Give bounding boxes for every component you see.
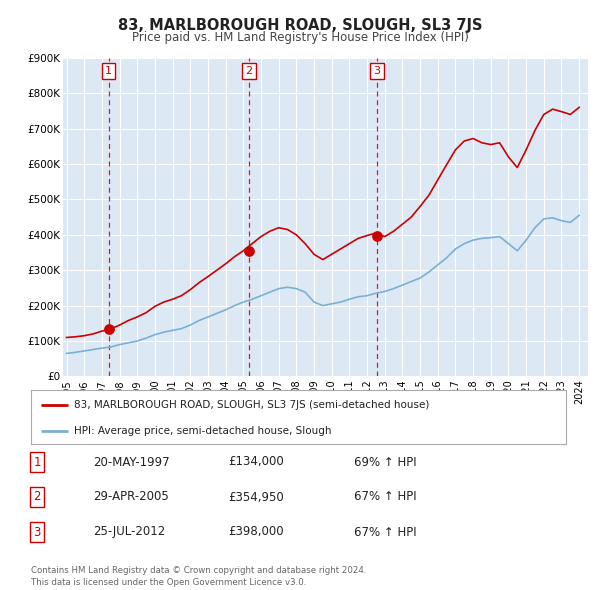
Text: 1: 1: [105, 65, 112, 76]
Point: [244, 246, 254, 255]
Text: 25-JUL-2012: 25-JUL-2012: [93, 526, 165, 539]
Text: 67% ↑ HPI: 67% ↑ HPI: [354, 526, 416, 539]
Text: 29-APR-2005: 29-APR-2005: [93, 490, 169, 503]
Text: 2: 2: [34, 490, 41, 503]
Text: Price paid vs. HM Land Registry's House Price Index (HPI): Price paid vs. HM Land Registry's House …: [131, 31, 469, 44]
Text: £398,000: £398,000: [228, 526, 284, 539]
Text: 83, MARLBOROUGH ROAD, SLOUGH, SL3 7JS (semi-detached house): 83, MARLBOROUGH ROAD, SLOUGH, SL3 7JS (s…: [74, 399, 430, 409]
Text: 3: 3: [34, 526, 41, 539]
Point: [372, 231, 382, 240]
Text: 69% ↑ HPI: 69% ↑ HPI: [354, 455, 416, 468]
Text: 67% ↑ HPI: 67% ↑ HPI: [354, 490, 416, 503]
Text: Contains HM Land Registry data © Crown copyright and database right 2024.
This d: Contains HM Land Registry data © Crown c…: [31, 566, 367, 587]
Text: 3: 3: [373, 65, 380, 76]
Text: 20-MAY-1997: 20-MAY-1997: [93, 455, 170, 468]
Text: £134,000: £134,000: [228, 455, 284, 468]
Text: 2: 2: [245, 65, 253, 76]
Text: 83, MARLBOROUGH ROAD, SLOUGH, SL3 7JS: 83, MARLBOROUGH ROAD, SLOUGH, SL3 7JS: [118, 18, 482, 32]
Point: [104, 324, 113, 334]
Text: £354,950: £354,950: [228, 490, 284, 503]
Text: HPI: Average price, semi-detached house, Slough: HPI: Average price, semi-detached house,…: [74, 426, 332, 435]
Text: 1: 1: [34, 455, 41, 468]
